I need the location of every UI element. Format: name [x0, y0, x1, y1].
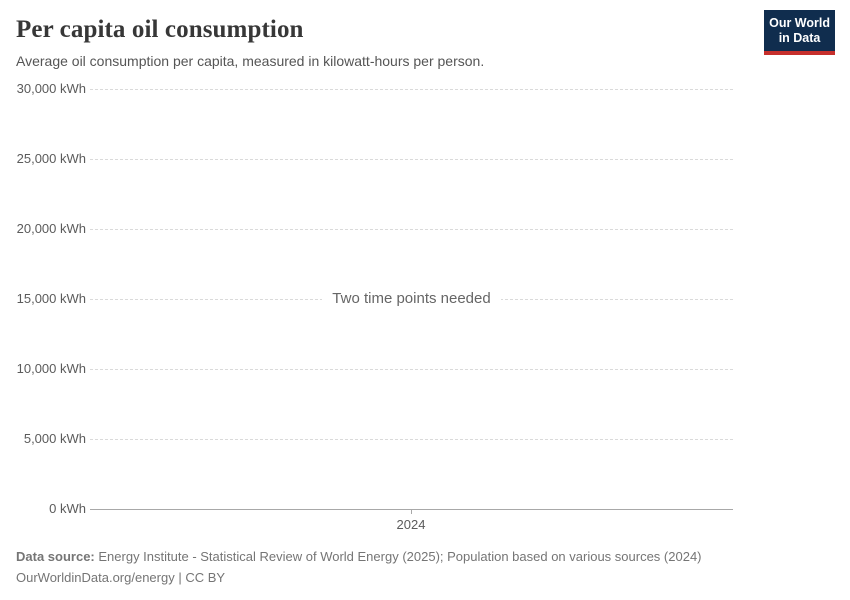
chart-subtitle: Average oil consumption per capita, meas… [16, 53, 485, 69]
page-title: Per capita oil consumption [16, 16, 304, 43]
owid-logo[interactable]: Our World in Data [764, 10, 835, 55]
gridline [90, 439, 733, 440]
x-axis-tick-mark [411, 509, 412, 514]
owid-logo-line1: Our World [769, 16, 830, 30]
gridline [90, 159, 733, 160]
gridline [90, 229, 733, 230]
y-axis-tick-label: 25,000 kWh [16, 151, 86, 166]
datasource-text: Energy Institute - Statistical Review of… [98, 549, 702, 564]
footer-separator: | [178, 570, 182, 585]
gridline [90, 89, 733, 90]
footer-datasource: Data source: Energy Institute - Statisti… [16, 547, 830, 567]
y-axis-tick-label: 20,000 kWh [16, 221, 86, 236]
datasource-label: Data source: [16, 549, 95, 564]
owid-energy-link[interactable]: OurWorldinData.org/energy [16, 570, 175, 585]
y-axis-tick-label: 0 kWh [49, 501, 86, 516]
owid-logo-line2: in Data [778, 31, 821, 45]
license-label: CC BY [185, 570, 226, 585]
empty-state-message: Two time points needed [90, 290, 733, 308]
footer-license: OurWorldinData.org/energy | CC BY [16, 568, 830, 588]
x-axis-tick-label: 2024 [396, 517, 426, 532]
y-axis-tick-label: 10,000 kWh [16, 361, 86, 376]
gridline [90, 369, 733, 370]
y-axis-tick-label: 15,000 kWh [16, 291, 86, 306]
y-axis-tick-label: 5,000 kWh [23, 431, 86, 446]
y-axis-tick-label: 30,000 kWh [16, 81, 86, 96]
